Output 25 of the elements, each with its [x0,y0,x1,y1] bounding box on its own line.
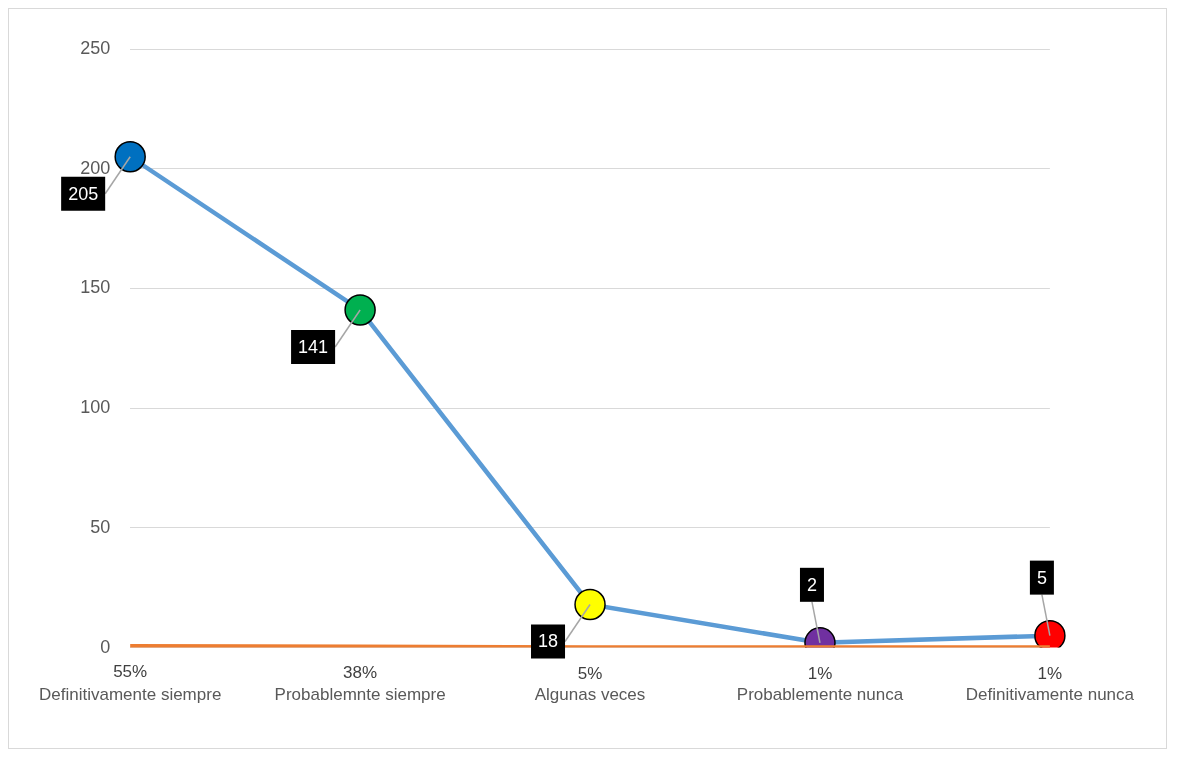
x-tick-label: Algunas veces [534,685,646,705]
data-label: 2 [806,574,817,595]
data-label: 1% [1037,663,1063,683]
data-label: 38% [343,662,378,682]
data-label: 5% [577,663,603,683]
x-tick-label: Probablemnte siempre [274,685,446,705]
data-label: 205 [68,183,99,204]
data-label: 18 [538,631,559,652]
y-tick-label: 100 [80,397,111,418]
y-tick-label: 250 [80,37,111,58]
data-label: 55% [113,662,148,682]
point [344,294,376,326]
data-label: 1% [807,663,833,683]
y-tick-label: 0 [100,636,111,657]
x-tick-label: Definitivamente nunca [965,685,1135,705]
point [114,141,146,173]
data-label: 5 [1036,567,1047,588]
y-tick-label: 50 [90,516,111,537]
point [1034,619,1066,648]
data-label: 141 [298,336,329,357]
point [574,588,606,621]
y-tick-label: 150 [80,277,111,298]
y-tick-label: 200 [80,157,111,178]
x-tick-label: Definitivamente siempre [39,685,222,705]
x-tick-label: Probablemente nunca [736,685,904,705]
